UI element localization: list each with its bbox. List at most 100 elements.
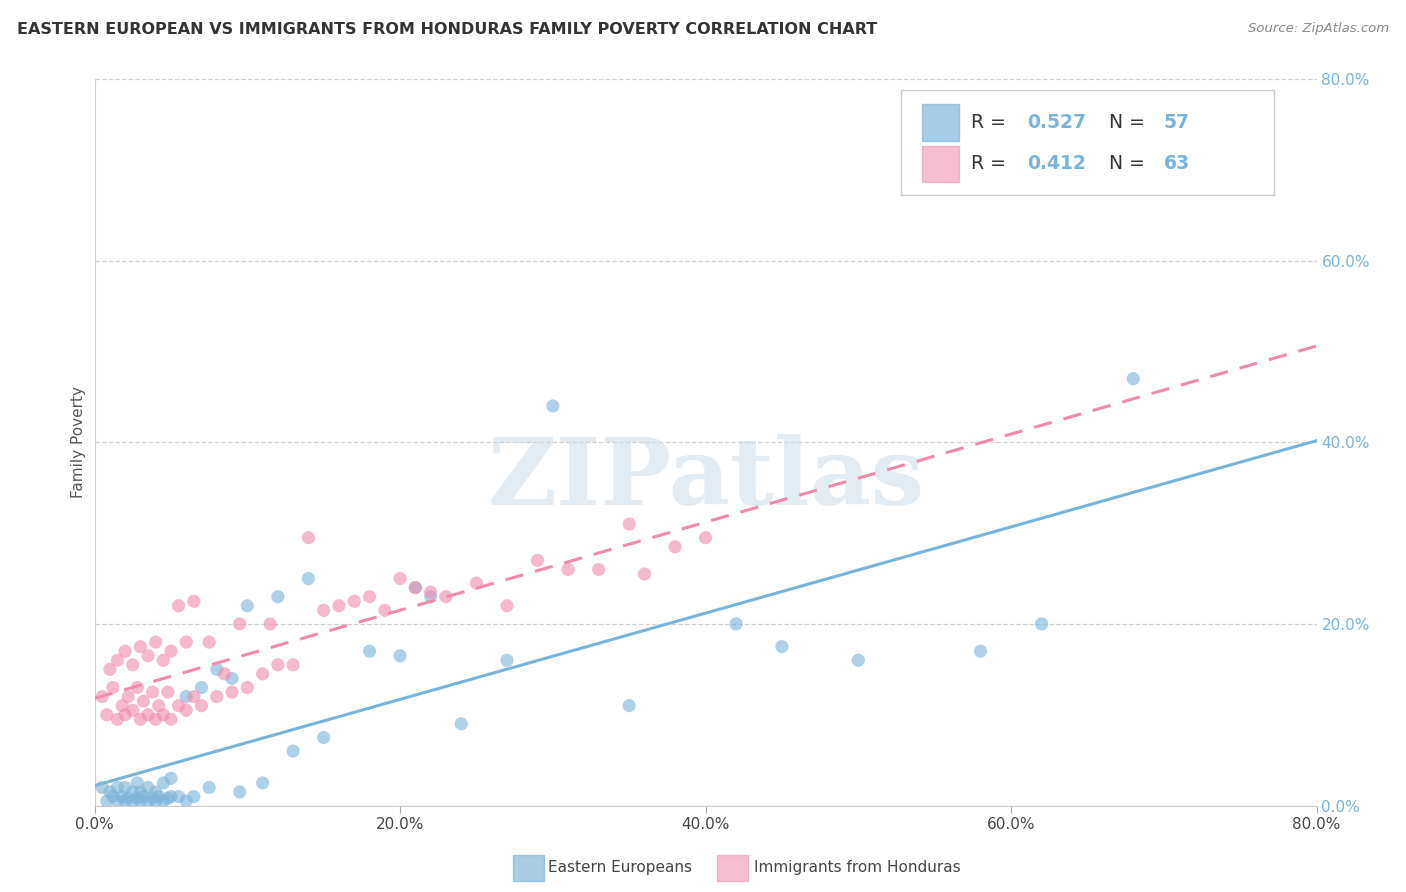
Point	[588, 562, 610, 576]
Point	[252, 776, 274, 790]
Bar	[922, 104, 959, 141]
Point	[107, 794, 129, 808]
Point	[111, 698, 134, 713]
Point	[142, 685, 165, 699]
Bar	[922, 145, 959, 182]
Point	[114, 644, 136, 658]
Point	[1031, 616, 1053, 631]
Point	[129, 785, 152, 799]
Text: 0.527: 0.527	[1026, 113, 1085, 132]
Point	[160, 712, 183, 726]
Point	[770, 640, 793, 654]
Point	[132, 789, 155, 804]
Text: N =: N =	[1109, 113, 1150, 132]
Point	[190, 681, 212, 695]
Point	[205, 662, 228, 676]
Point	[96, 707, 118, 722]
Text: 57: 57	[1164, 113, 1189, 132]
Point	[117, 690, 139, 704]
Point	[174, 690, 197, 704]
Point	[98, 785, 121, 799]
Point	[142, 791, 165, 805]
Point	[129, 712, 152, 726]
Point	[312, 731, 335, 745]
Point	[145, 635, 167, 649]
Text: ZIPatlas: ZIPatlas	[486, 434, 924, 524]
Point	[343, 594, 366, 608]
Point	[619, 516, 641, 531]
Point	[160, 644, 183, 658]
Point	[145, 785, 167, 799]
Point	[167, 698, 190, 713]
Point	[281, 744, 304, 758]
Point	[450, 716, 472, 731]
Point	[259, 616, 281, 631]
Point	[389, 648, 412, 663]
Text: Immigrants from Honduras: Immigrants from Honduras	[754, 861, 960, 875]
Point	[107, 712, 129, 726]
Text: R =: R =	[970, 154, 1011, 173]
Point	[541, 399, 564, 413]
Point	[152, 653, 174, 667]
Text: R =: R =	[970, 113, 1011, 132]
Point	[136, 648, 159, 663]
Point	[419, 585, 441, 599]
Point	[725, 616, 748, 631]
Point	[114, 780, 136, 795]
Point	[267, 657, 290, 672]
Point	[129, 640, 152, 654]
Point	[107, 653, 129, 667]
Point	[252, 666, 274, 681]
Point	[107, 780, 129, 795]
Point	[557, 562, 579, 576]
Point	[419, 590, 441, 604]
Point	[136, 707, 159, 722]
FancyBboxPatch shape	[901, 90, 1274, 195]
Point	[156, 685, 179, 699]
Point	[148, 789, 170, 804]
Point	[619, 698, 641, 713]
Text: Eastern Europeans: Eastern Europeans	[548, 861, 692, 875]
Text: Source: ZipAtlas.com: Source: ZipAtlas.com	[1249, 22, 1389, 36]
Point	[389, 572, 412, 586]
Point	[129, 794, 152, 808]
Point	[148, 698, 170, 713]
Point	[496, 599, 519, 613]
Point	[1122, 372, 1144, 386]
Point	[281, 657, 304, 672]
Point	[167, 789, 190, 804]
Point	[136, 780, 159, 795]
Point	[156, 791, 179, 805]
Point	[214, 666, 236, 681]
Y-axis label: Family Poverty: Family Poverty	[72, 386, 86, 499]
Point	[152, 707, 174, 722]
Point	[127, 776, 149, 790]
Point	[198, 635, 221, 649]
Point	[174, 703, 197, 717]
Point	[359, 644, 381, 658]
Point	[98, 662, 121, 676]
Point	[526, 553, 548, 567]
Point	[127, 791, 149, 805]
Point	[236, 599, 259, 613]
Point	[167, 599, 190, 613]
Point	[297, 572, 319, 586]
Point	[328, 599, 350, 613]
Text: N =: N =	[1109, 154, 1150, 173]
Point	[267, 590, 290, 604]
Point	[846, 653, 869, 667]
Point	[404, 581, 426, 595]
Point	[121, 703, 143, 717]
Point	[221, 685, 243, 699]
Point	[465, 576, 488, 591]
Text: EASTERN EUROPEAN VS IMMIGRANTS FROM HONDURAS FAMILY POVERTY CORRELATION CHART: EASTERN EUROPEAN VS IMMIGRANTS FROM HOND…	[17, 22, 877, 37]
Point	[198, 780, 221, 795]
Point	[183, 690, 205, 704]
Point	[228, 616, 250, 631]
Point	[633, 566, 655, 581]
Point	[160, 789, 183, 804]
Point	[121, 785, 143, 799]
Point	[117, 791, 139, 805]
Point	[496, 653, 519, 667]
Point	[121, 657, 143, 672]
